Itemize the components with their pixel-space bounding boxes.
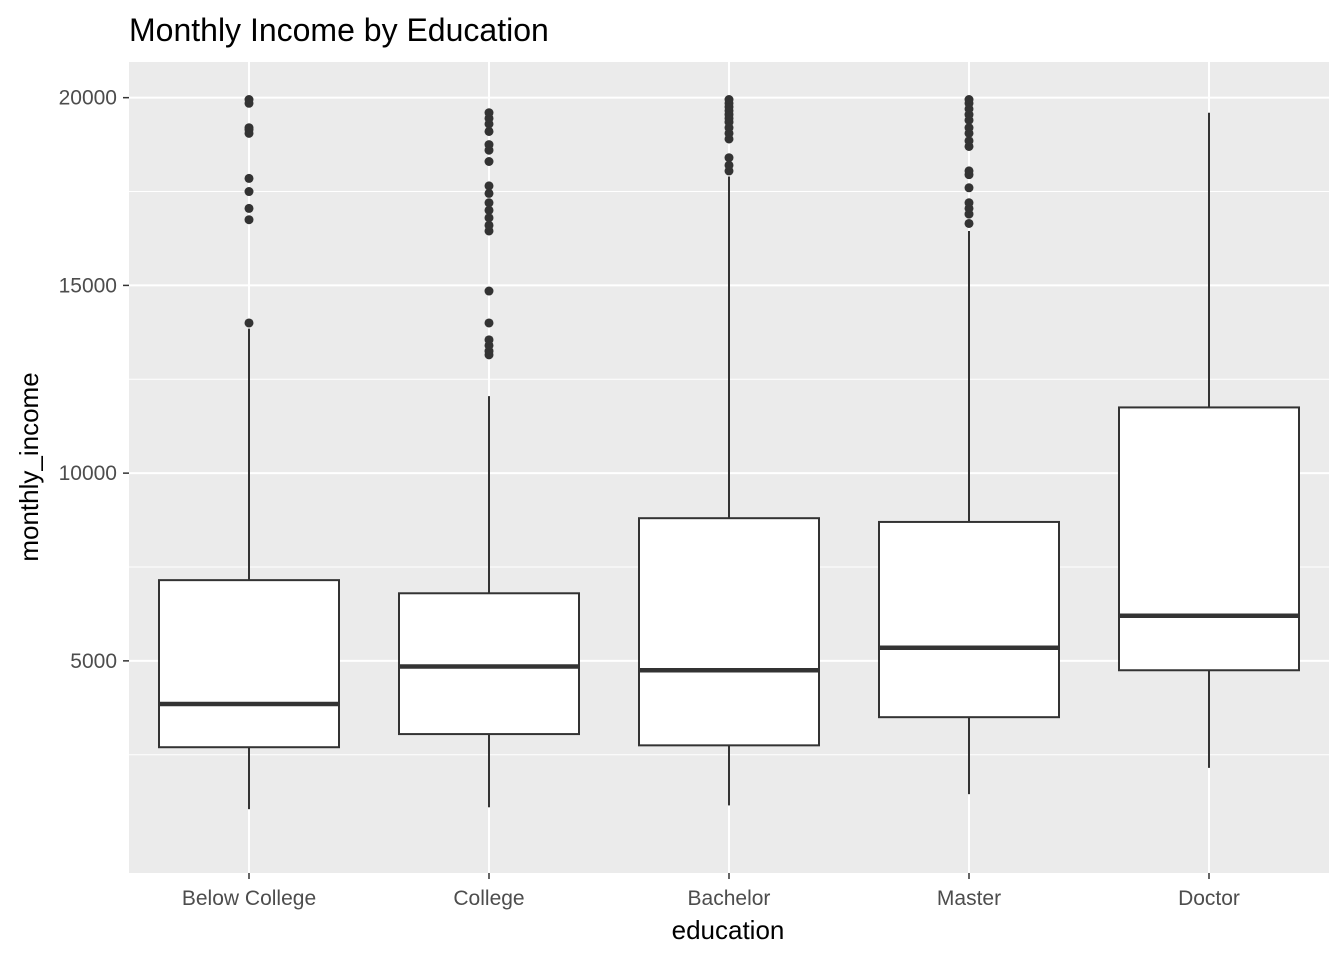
x-axis-title: education: [672, 915, 785, 945]
y-tick-label: 20000: [59, 87, 117, 110]
x-tick-label: Bachelor: [688, 887, 771, 910]
outlier-point: [964, 136, 974, 146]
outlier-point: [484, 220, 494, 230]
y-axis-title: monthly_income: [14, 372, 44, 561]
y-tick-label: 15000: [59, 274, 117, 297]
box-group: [158, 95, 340, 810]
outlier-point: [484, 205, 494, 215]
box-iqr: [1118, 406, 1300, 672]
box-group: [1118, 112, 1300, 768]
outlier-point: [244, 187, 254, 197]
outlier-point: [484, 126, 494, 136]
outlier-point: [964, 123, 974, 133]
outlier-point: [964, 183, 974, 193]
x-tick-label: Doctor: [1178, 887, 1240, 910]
outlier-point: [964, 218, 974, 228]
outlier-point: [724, 160, 734, 170]
box-iqr: [158, 579, 340, 749]
outlier-point: [964, 166, 974, 176]
outlier-point: [484, 156, 494, 166]
x-tick-label: Below College: [182, 887, 316, 910]
outlier-point: [484, 198, 494, 208]
x-axis: Below College College Bachelor Master Doctor: [182, 873, 1240, 910]
outlier-point: [484, 188, 494, 198]
box-group: [398, 108, 580, 808]
y-tick-label: 5000: [70, 650, 117, 673]
outlier-point: [484, 108, 494, 118]
outlier-point: [964, 95, 974, 105]
y-tick-label: 10000: [59, 462, 117, 485]
box-iqr: [878, 520, 1060, 719]
box-layer: [158, 95, 1300, 810]
outlier-point: [964, 198, 974, 208]
outlier-point: [484, 318, 494, 328]
x-tick-label: Master: [937, 887, 1001, 910]
outlier-point: [724, 153, 734, 163]
outlier-point: [484, 213, 494, 223]
outlier-point: [484, 286, 494, 296]
outlier-point: [244, 95, 254, 105]
box-iqr: [398, 592, 580, 736]
x-tick-label: College: [453, 887, 524, 910]
outlier-point: [724, 95, 734, 105]
outlier-point: [244, 173, 254, 183]
outlier-point: [484, 335, 494, 345]
outlier-point: [244, 123, 254, 133]
outlier-point: [244, 215, 254, 225]
outlier-point: [244, 318, 254, 328]
chart-title: Monthly Income by Education: [129, 12, 549, 48]
y-axis: 5000 10000 15000 20000: [59, 87, 129, 673]
outlier-point: [484, 181, 494, 191]
outlier-point: [244, 203, 254, 213]
outlier-point: [484, 140, 494, 150]
box-iqr: [638, 517, 820, 747]
box-group: [638, 95, 820, 806]
box-group: [878, 95, 1060, 795]
